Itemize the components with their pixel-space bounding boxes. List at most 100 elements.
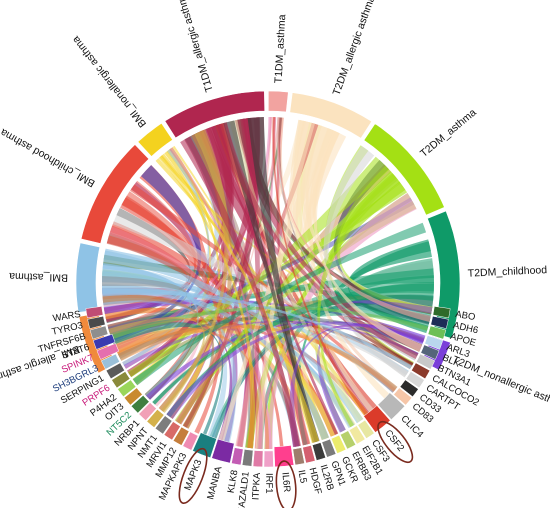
chord-ribbon bbox=[130, 181, 238, 445]
gene-sector-sh3bgrl3 bbox=[100, 353, 120, 370]
chord-ribbon bbox=[114, 328, 270, 449]
gene-sector-oit3 bbox=[123, 387, 143, 406]
chord-ribbon bbox=[272, 117, 370, 417]
chord-ribbon bbox=[183, 164, 392, 428]
gene-sector-mapkapk3 bbox=[182, 431, 199, 451]
chord-ribbon bbox=[102, 276, 188, 334]
gene-sector-tyro3 bbox=[87, 315, 106, 329]
gene-sector-cd33 bbox=[399, 379, 419, 398]
gene-sector-btn3a1 bbox=[416, 353, 436, 370]
trait-label-t1dm-asthma: T1DM_asthma bbox=[273, 14, 289, 84]
highlight-ring-mapk3 bbox=[178, 447, 208, 505]
gene-label-kazald1: KAZALD1 bbox=[236, 471, 252, 508]
gene-sector-il6r bbox=[273, 445, 295, 468]
gene-sector-klk8 bbox=[231, 447, 244, 466]
trait-label-bmi-childhood-asthma: BMI_childhood asthma bbox=[0, 126, 97, 189]
chord-ribbon bbox=[333, 159, 431, 324]
gene-sector-gckr bbox=[330, 434, 347, 454]
highlight-layer bbox=[178, 420, 414, 508]
gene-sector-clic4 bbox=[377, 392, 406, 420]
gene-sector-arl3 bbox=[424, 335, 444, 350]
chord-ribbon bbox=[102, 288, 412, 370]
gene-sector-blk bbox=[420, 344, 440, 360]
gene-sector-mapk3 bbox=[192, 432, 217, 459]
trait-sector-bmi-asthma bbox=[75, 242, 101, 313]
chord-ribbon bbox=[336, 165, 433, 314]
gene-sector-nt5c2 bbox=[130, 395, 150, 414]
gene-sector-csf2 bbox=[363, 405, 391, 433]
gene-sector-kazald1 bbox=[241, 449, 254, 467]
chord-ribbon bbox=[289, 323, 425, 448]
sector-layer bbox=[75, 90, 461, 468]
chord-ribbon bbox=[106, 225, 261, 449]
trait-sector-t1dm-asthma bbox=[267, 90, 289, 113]
gene-sector-serping1 bbox=[105, 362, 125, 380]
gene-label-il5: IL5 bbox=[296, 469, 309, 484]
gene-sector-apoe bbox=[427, 325, 447, 340]
gene-sector-irf1 bbox=[263, 450, 274, 468]
gene-sector-mrvi1 bbox=[163, 421, 181, 441]
gene-label-il6r: IL6R bbox=[279, 472, 292, 493]
gene-label-manba: MANBA bbox=[205, 465, 224, 501]
gene-sector-il5 bbox=[292, 447, 305, 466]
gene-sector-nmt1 bbox=[154, 415, 173, 435]
gene-sector-wars bbox=[85, 306, 104, 319]
gene-sector-cartpt bbox=[405, 371, 425, 389]
chord-ribbon bbox=[267, 192, 417, 449]
highlight-ring-il6r bbox=[275, 460, 297, 508]
chord-ribbon bbox=[103, 299, 426, 339]
gene-sector-gpn1 bbox=[321, 438, 337, 458]
gene-sector-mmp12 bbox=[172, 426, 190, 446]
trait-label-bmi-asthma: BMI_asthma bbox=[9, 270, 68, 284]
gene-label-irf1: IRF1 bbox=[263, 473, 274, 494]
gene-sector-cd83 bbox=[393, 387, 413, 406]
ribbon-layer bbox=[102, 117, 435, 450]
gene-sector-nrbp1 bbox=[138, 402, 157, 421]
chord-ribbon bbox=[295, 131, 347, 443]
gene-label-klk8: KLK8 bbox=[226, 469, 241, 494]
gene-sector-eif2b1 bbox=[348, 425, 366, 445]
chord-ribbon bbox=[102, 294, 202, 407]
chord-ribbon bbox=[166, 283, 434, 418]
trait-label-t2dm-asthma: T2DM_asthma bbox=[418, 106, 479, 159]
chord-ribbon bbox=[132, 222, 427, 386]
gene-sector-calcoco2 bbox=[411, 362, 431, 380]
gene-sector-spink7 bbox=[96, 343, 120, 360]
chord-ribbon bbox=[130, 184, 396, 393]
chord-ribbon bbox=[348, 301, 431, 325]
chord-ribbon bbox=[110, 165, 202, 342]
gene-sector-hdgf bbox=[302, 445, 316, 464]
trait-label-t2dm-allergic-asthma: T2DM_allergic asthma bbox=[331, 0, 378, 97]
gene-sector-csf3 bbox=[357, 419, 375, 439]
gene-label-wars: WARS bbox=[52, 309, 82, 324]
chord-ribbon bbox=[247, 117, 320, 443]
trait-label-t1dm-allergic-asthma: T1DM_allergic asthma bbox=[174, 0, 216, 93]
trait-sector-t1dm-allergic-asthma bbox=[164, 90, 266, 139]
gene-sector-adh6 bbox=[430, 315, 449, 329]
trait-label-t2dm-childhood-asthma: T2DM_childhood asthma bbox=[468, 262, 550, 279]
chord-ribbon bbox=[102, 263, 199, 399]
gene-sector-abo bbox=[432, 306, 451, 319]
gene-sector-tnfrsf6b bbox=[89, 325, 109, 340]
chord-ribbon bbox=[102, 284, 330, 441]
chord-ribbon bbox=[229, 119, 364, 423]
chord-ribbon bbox=[121, 191, 254, 449]
trait-sector-t2dm-asthma bbox=[363, 123, 445, 216]
chord-ribbon bbox=[103, 295, 431, 324]
chord-ribbon bbox=[102, 297, 228, 440]
chord-ribbon bbox=[211, 124, 339, 435]
gene-label-abo: ABO bbox=[454, 309, 476, 323]
gene-sector-il2rb bbox=[312, 442, 326, 461]
chord-ribbon bbox=[180, 136, 301, 448]
gene-sector-npnt bbox=[146, 409, 165, 428]
gene-sector-stat6 bbox=[92, 333, 116, 350]
trait-sector-t2dm-allergic-asthma bbox=[289, 92, 373, 139]
trait-label-bmi-nonallergic-asthma: BMI_nonallergic asthma bbox=[70, 34, 149, 130]
highlight-ring-csf2 bbox=[377, 420, 414, 464]
chord-ribbon bbox=[109, 306, 429, 340]
gene-sector-erbb3 bbox=[340, 430, 357, 450]
chord-ribbon bbox=[103, 235, 188, 313]
gene-label-itpka: ITPKA bbox=[250, 472, 263, 501]
gene-sector-manba bbox=[211, 438, 235, 464]
